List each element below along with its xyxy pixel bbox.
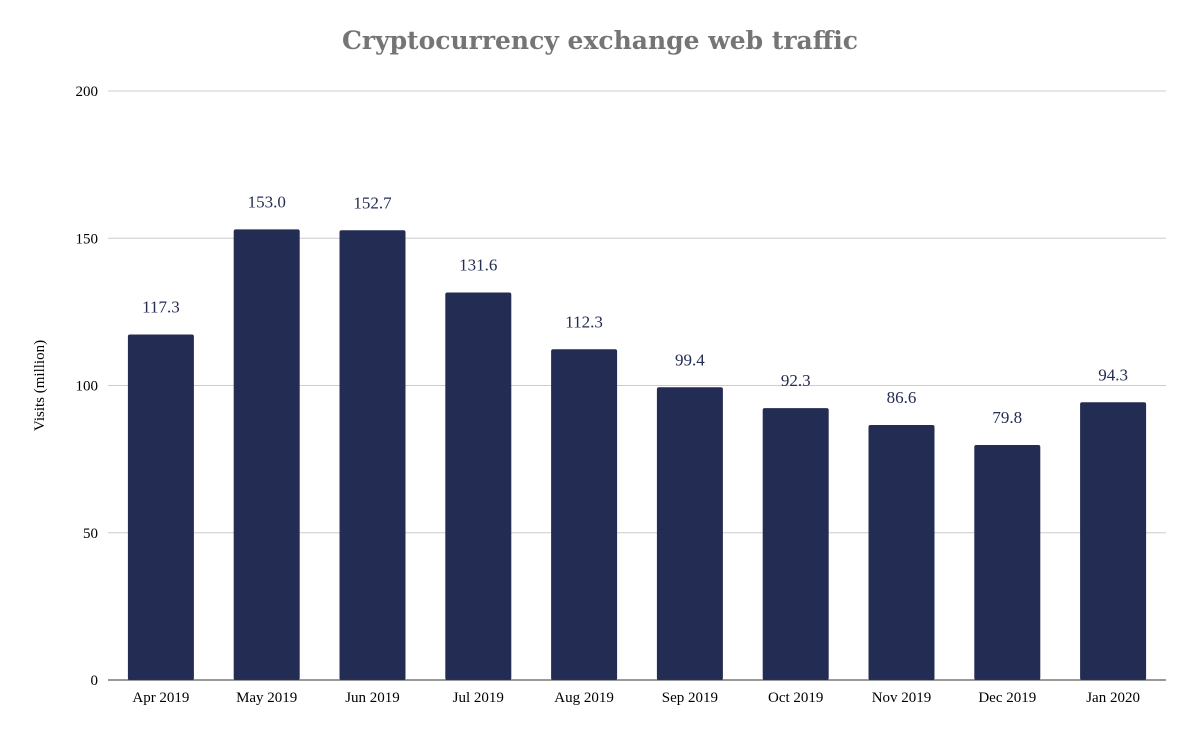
bar: [974, 444, 1041, 680]
y-tick-label: 0: [91, 673, 99, 689]
bar: [233, 229, 300, 681]
x-category-label: Jun 2019: [345, 690, 400, 706]
chart-title: Cryptocurrency exchange web traffic: [341, 26, 858, 55]
x-category-label: Dec 2019: [978, 690, 1036, 706]
x-category-label: Jan 2020: [1086, 690, 1140, 706]
bar: [551, 349, 618, 680]
x-category-label: Jul 2019: [453, 690, 504, 706]
bar: [339, 230, 406, 680]
x-category-label: Oct 2019: [768, 690, 823, 706]
y-axis-ticks: 0 50 100 150 200: [76, 84, 99, 689]
bar-data-label: 99.4: [675, 350, 705, 369]
x-axis-categories: Apr 2019 May 2019 Jun 2019 Jul 2019 Aug 2019…: [132, 690, 1140, 706]
bar-data-label: 131.6: [459, 255, 497, 274]
bar: [868, 424, 935, 680]
bar: [656, 387, 723, 680]
bar-data-label: 86.6: [887, 388, 917, 407]
data-labels: 117.3 153.0 152.7 131.6 112.3 99.4 92.3 86.6 79.…: [142, 192, 1128, 427]
bar-data-label: 94.3: [1098, 365, 1128, 384]
bar: [762, 408, 829, 680]
bar: [445, 292, 512, 680]
bar-data-label: 153.0: [248, 192, 286, 211]
x-category-label: Apr 2019: [132, 690, 189, 706]
x-category-label: Aug 2019: [554, 690, 614, 706]
y-tick-label: 50: [83, 526, 98, 542]
x-category-label: May 2019: [236, 690, 297, 706]
y-tick-label: 150: [76, 231, 99, 247]
y-axis-title: Visits (million): [32, 340, 48, 431]
x-category-label: Nov 2019: [872, 690, 932, 706]
y-tick-label: 200: [76, 84, 99, 100]
bars: [127, 229, 1147, 681]
bar-data-label: 152.7: [353, 193, 392, 212]
bar: [1080, 402, 1147, 680]
bar-data-label: 92.3: [781, 371, 811, 390]
bar: [127, 334, 194, 680]
bar-data-label: 117.3: [142, 298, 180, 317]
x-category-label: Sep 2019: [662, 690, 718, 706]
bar-data-label: 112.3: [565, 312, 603, 331]
y-tick-label: 100: [76, 379, 99, 395]
bar-data-label: 79.8: [992, 408, 1022, 427]
